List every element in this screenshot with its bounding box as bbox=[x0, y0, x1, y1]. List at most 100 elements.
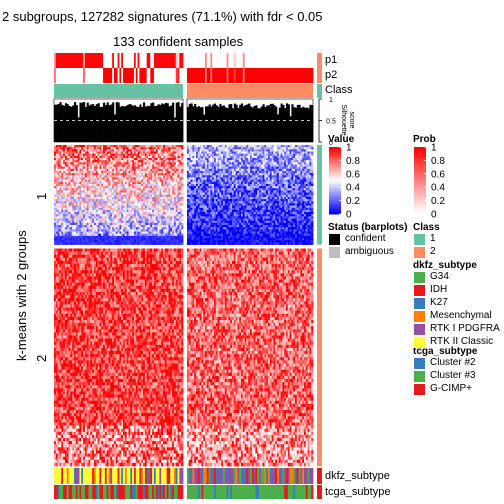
p2-cell bbox=[187, 68, 190, 83]
p1-cell bbox=[99, 53, 102, 68]
silhouette-bar bbox=[103, 102, 106, 142]
p2-cell bbox=[296, 68, 299, 83]
heatmap-cell bbox=[113, 157, 117, 161]
heatmap-cell bbox=[214, 153, 217, 157]
heatmap-cell bbox=[266, 153, 269, 157]
heatmap-cell bbox=[128, 151, 131, 155]
heatmap-cell bbox=[187, 145, 190, 148]
heatmap-cell bbox=[239, 149, 242, 152]
heatmap-cell bbox=[219, 145, 222, 148]
p2-cell bbox=[101, 68, 104, 83]
heatmap-cell bbox=[81, 145, 84, 148]
p1-cell bbox=[239, 53, 242, 68]
p2-cell bbox=[251, 68, 254, 83]
heatmap-cell bbox=[296, 149, 299, 152]
silhouette-track-label: Silhouette bbox=[340, 104, 347, 135]
heatmap-cell bbox=[233, 149, 236, 152]
heatmap-cell bbox=[70, 153, 73, 157]
heatmap-cell bbox=[170, 149, 173, 152]
heatmap-cell bbox=[124, 145, 128, 148]
heatmap-cell bbox=[139, 151, 142, 155]
p2-cell bbox=[232, 68, 235, 83]
heatmap-cell bbox=[117, 149, 120, 152]
heatmap-cell bbox=[203, 153, 206, 157]
p1-cell bbox=[250, 53, 253, 68]
heatmap-cell bbox=[101, 145, 104, 148]
heatmap-cell bbox=[302, 153, 305, 157]
heatmap-cell bbox=[115, 151, 118, 155]
heatmap-cell bbox=[161, 157, 164, 161]
heatmap-cell bbox=[135, 157, 138, 161]
heatmap-cell bbox=[237, 153, 240, 157]
silhouette-bar bbox=[119, 106, 122, 142]
p1-cell bbox=[90, 53, 93, 68]
heatmap-cell bbox=[302, 147, 305, 150]
p2-cell bbox=[286, 68, 289, 83]
heatmap-cell bbox=[88, 151, 91, 155]
heatmap-cell bbox=[106, 153, 109, 157]
heatmap-cell bbox=[115, 157, 118, 161]
heatmap-cell bbox=[66, 157, 69, 161]
heatmap-cell bbox=[97, 157, 100, 161]
p2-cell bbox=[61, 68, 64, 83]
heatmap-cell bbox=[133, 157, 137, 161]
heatmap-cell bbox=[163, 149, 166, 152]
heatmap-cell bbox=[230, 149, 233, 152]
silhouette-bar bbox=[144, 106, 147, 142]
heatmap-cell bbox=[293, 147, 296, 150]
heatmap-cell bbox=[148, 157, 151, 161]
heatmap-cell bbox=[203, 145, 206, 148]
heatmap-cell bbox=[144, 155, 148, 159]
heatmap-cell bbox=[287, 147, 290, 150]
heatmap-cell bbox=[90, 157, 93, 161]
p2-cell bbox=[117, 68, 120, 83]
heatmap-cell bbox=[166, 157, 169, 161]
silhouette-bar bbox=[135, 106, 138, 142]
p1-side-cell bbox=[317, 53, 322, 68]
p1-cell bbox=[260, 53, 263, 68]
silhouette-bar bbox=[95, 104, 98, 142]
heatmap-cell bbox=[104, 157, 108, 161]
p2-cell bbox=[241, 68, 244, 83]
heatmap-cell bbox=[157, 155, 160, 159]
p1-cell bbox=[132, 53, 135, 68]
heatmap-cell bbox=[232, 151, 235, 155]
heatmap-cell bbox=[197, 145, 200, 148]
heatmap-cell bbox=[63, 147, 66, 150]
heatmap-cell bbox=[77, 151, 80, 155]
heatmap-cell bbox=[95, 147, 99, 150]
p1-cell bbox=[269, 53, 272, 68]
p1-cell bbox=[280, 53, 283, 68]
heatmap-cell bbox=[92, 145, 95, 148]
heatmap-cell bbox=[168, 151, 171, 155]
p1-cell bbox=[241, 53, 244, 68]
heatmap-cell bbox=[273, 151, 276, 155]
heatmap-cell bbox=[277, 149, 280, 152]
p2-cell bbox=[132, 68, 135, 83]
heatmap-cell bbox=[144, 153, 148, 157]
heatmap-cell bbox=[244, 155, 247, 159]
silhouette-bar bbox=[298, 104, 301, 142]
p2-cell bbox=[130, 68, 133, 83]
heatmap-cell bbox=[203, 151, 206, 155]
heatmap-cell bbox=[141, 155, 144, 159]
heatmap-cell bbox=[300, 155, 303, 159]
heatmap-cell bbox=[251, 145, 254, 148]
heatmap-cell bbox=[141, 153, 144, 157]
heatmap-cell bbox=[103, 149, 106, 152]
heatmap-cell bbox=[253, 151, 256, 155]
p1-cell bbox=[77, 53, 80, 68]
heatmap-cell bbox=[278, 153, 281, 157]
heatmap-cell bbox=[123, 147, 126, 150]
heatmap-cell bbox=[278, 149, 281, 152]
heatmap-cell bbox=[214, 145, 217, 148]
heatmap-cell bbox=[251, 149, 254, 152]
heatmap-cell bbox=[130, 157, 133, 161]
silhouette-bar bbox=[205, 106, 208, 142]
silhouette-bar bbox=[128, 104, 131, 142]
p2-cell bbox=[197, 68, 200, 83]
p2-cell bbox=[164, 68, 168, 83]
p2-cell bbox=[253, 68, 256, 83]
heatmap-cell bbox=[119, 149, 122, 152]
silhouette-bar bbox=[230, 104, 233, 142]
